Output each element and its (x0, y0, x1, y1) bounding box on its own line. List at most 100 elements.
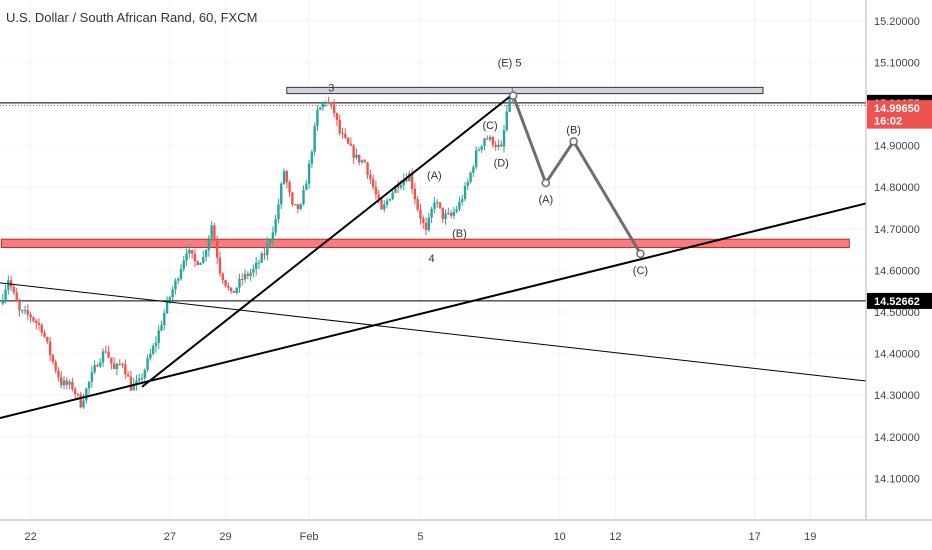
candle-body (402, 179, 405, 186)
price-badge-background (867, 112, 932, 129)
candle-body (149, 353, 152, 359)
candle-body (249, 272, 252, 276)
candle-body (305, 183, 308, 191)
x-tick-label: 17 (748, 531, 760, 543)
candle-body (346, 137, 350, 144)
candle-body (330, 102, 333, 105)
wave-projection (508, 91, 645, 259)
candle-body (87, 381, 91, 389)
candle-body (7, 280, 10, 290)
wave-label: (C) (482, 120, 497, 132)
candle-body (90, 372, 94, 382)
candle-body (483, 138, 486, 146)
candle-body (352, 145, 355, 158)
candle-body (168, 297, 172, 300)
candle-body (391, 192, 394, 199)
candle-body (419, 209, 422, 219)
y-tick-label: 14.90000 (874, 141, 920, 153)
candle-body (458, 201, 461, 210)
projection-point (636, 249, 645, 259)
candle-body (349, 143, 353, 146)
candle-body (174, 280, 177, 290)
candle-body (291, 192, 294, 205)
candle-body (469, 172, 472, 183)
candle-body (341, 133, 344, 135)
candle-body (48, 341, 52, 356)
candle-body (154, 342, 158, 346)
candle-body (160, 325, 163, 331)
price-badge-background (867, 100, 932, 117)
candle-body (46, 336, 49, 342)
candle-body (408, 173, 411, 182)
candle-body (32, 317, 35, 321)
candle-body (335, 113, 339, 120)
candle-body (96, 365, 99, 367)
candle-body (394, 185, 397, 193)
candle-body (232, 290, 236, 293)
y-tick-label: 14.10000 (874, 473, 920, 485)
projection-label: (B) (566, 124, 581, 136)
candle-body (188, 249, 191, 254)
chart-grid (0, 0, 866, 520)
candle-body (143, 369, 146, 379)
candle-body (369, 174, 372, 180)
candle-body (293, 204, 297, 206)
candle-body (505, 111, 508, 130)
candle-body (138, 378, 141, 381)
candle-body (215, 240, 219, 258)
candle-body (497, 144, 500, 147)
candle-body (313, 126, 316, 152)
candle-body (358, 154, 361, 163)
candle-body (18, 301, 21, 311)
candle-body (500, 144, 503, 147)
candle-body (413, 188, 417, 200)
time-axis[interactable]: 22 27 29 Feb 5 10 12 17 19 (25, 531, 817, 543)
y-tick-label: 14.20000 (874, 432, 920, 444)
candle-body (54, 361, 57, 371)
candle-body (405, 179, 408, 182)
candle-body (118, 363, 121, 365)
candle-body (132, 383, 135, 391)
x-tick-label: 19 (804, 531, 816, 543)
y-tick-label: 14.30000 (874, 390, 920, 402)
candle-body (466, 182, 470, 186)
candle-body (213, 225, 216, 241)
projection-path (511, 95, 642, 255)
candle-body (474, 150, 478, 168)
y-tick-label: 14.80000 (874, 182, 920, 194)
candle-body (477, 149, 481, 151)
trendline-layer (0, 94, 867, 420)
candle-body (324, 102, 327, 104)
y-tick-label: 14.50000 (874, 307, 920, 319)
candle-body (199, 262, 202, 265)
candle-body (4, 289, 7, 300)
zone-rectangle (286, 86, 764, 95)
candle-body (43, 332, 46, 337)
candle-body (410, 173, 414, 189)
candle-body (271, 232, 275, 240)
y-tick-label: 14.40000 (874, 349, 920, 361)
candle-body (99, 362, 102, 367)
candle-body (182, 260, 185, 269)
price-badge-label: 16:02 (874, 116, 902, 128)
candle-body (502, 129, 506, 147)
candle-body (377, 194, 380, 200)
candle-body (260, 253, 263, 263)
candle-body (71, 381, 74, 390)
candle-body (263, 253, 266, 256)
candle-body (424, 223, 428, 231)
wave-labels: (A) (B) (C) 3 (E) 5 (C) (D) (A) (B) 4 (328, 58, 648, 277)
candle-body (93, 365, 96, 373)
candle-body (112, 363, 116, 369)
candle-body (190, 249, 194, 254)
zone-layer (0, 86, 850, 249)
candle-body (218, 257, 222, 274)
candle-body (310, 151, 314, 164)
candle-body (115, 363, 119, 369)
price-axis[interactable]: 15.2000015.1000015.0000014.9000014.80000… (874, 16, 920, 486)
wave-label: 3 (328, 83, 334, 95)
candle-body (23, 310, 27, 312)
candle-body (110, 357, 113, 364)
candle-body (319, 107, 322, 110)
